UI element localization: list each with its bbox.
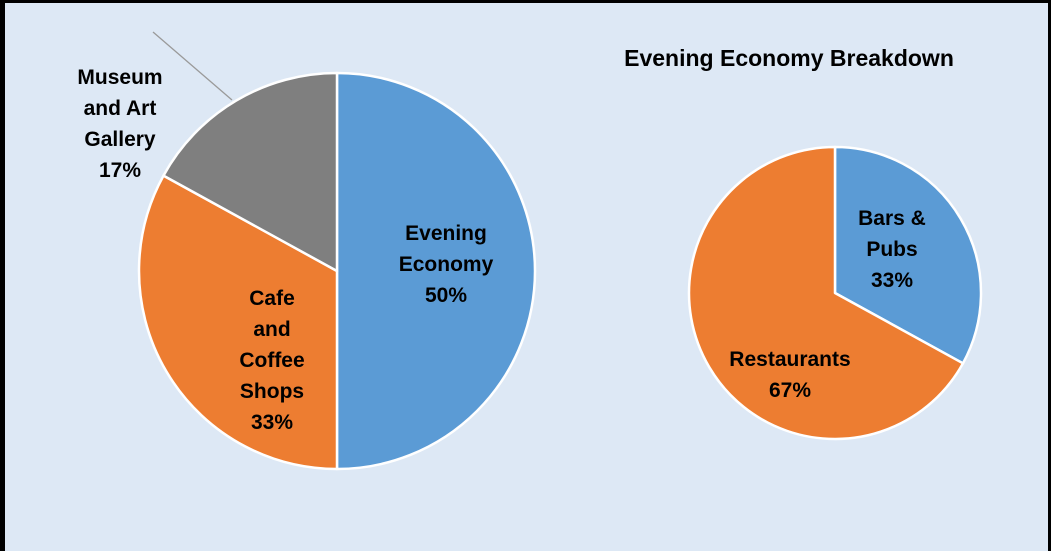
slice-label-line: Economy (399, 253, 494, 276)
slice-label-line: 67% (769, 379, 811, 402)
slice-label-restaurants: Restaurants 67% (729, 348, 850, 402)
pie-right: Bars & Pubs 33% Restaurants 67% (687, 145, 983, 441)
slice-label-cafe-and-coffee-shops: Cafe and Coffee Shops 33% (239, 287, 304, 434)
pie-slice-evening-economy (335, 71, 537, 471)
slice-label-line: 33% (871, 269, 913, 292)
chart-title: Evening Economy Breakdown (624, 45, 954, 71)
pie-slice-restaurants (687, 145, 965, 441)
slice-label-line: Museum (77, 66, 162, 89)
slice-label-line: Cafe (249, 287, 295, 310)
leader-line (152, 31, 233, 101)
slice-label-line: Gallery (84, 128, 156, 151)
slice-label-museum-and-art-gallery: Museum and Art Gallery 17% (77, 66, 162, 182)
slice-label-line: Pubs (866, 238, 917, 261)
slice-label-bars-pubs: Bars & Pubs 33% (858, 207, 926, 292)
slice-label-line: 33% (251, 411, 293, 434)
slice-label-line: Shops (240, 380, 304, 403)
slice-label-line: Restaurants (729, 348, 850, 371)
pie-slice-museum-and-art-gallery (162, 71, 339, 273)
slice-label-line: Coffee (239, 349, 304, 372)
pie-slice-bars-pubs (833, 145, 983, 365)
slice-label-line: Bars & (858, 207, 926, 230)
pie-left: Evening Economy 50% Cafe and Coffee Shops 33% Mu… (77, 66, 537, 471)
slice-label-line: and Art (84, 97, 157, 120)
pie-slice-cafe-and-coffee-shops (137, 174, 339, 471)
slice-label-line: Evening (405, 222, 487, 245)
slice-label-line: and (253, 318, 290, 341)
slice-label-line: 50% (425, 284, 467, 307)
slice-label-evening-economy: Evening Economy 50% (399, 222, 494, 307)
slice-label-line: 17% (99, 159, 141, 182)
